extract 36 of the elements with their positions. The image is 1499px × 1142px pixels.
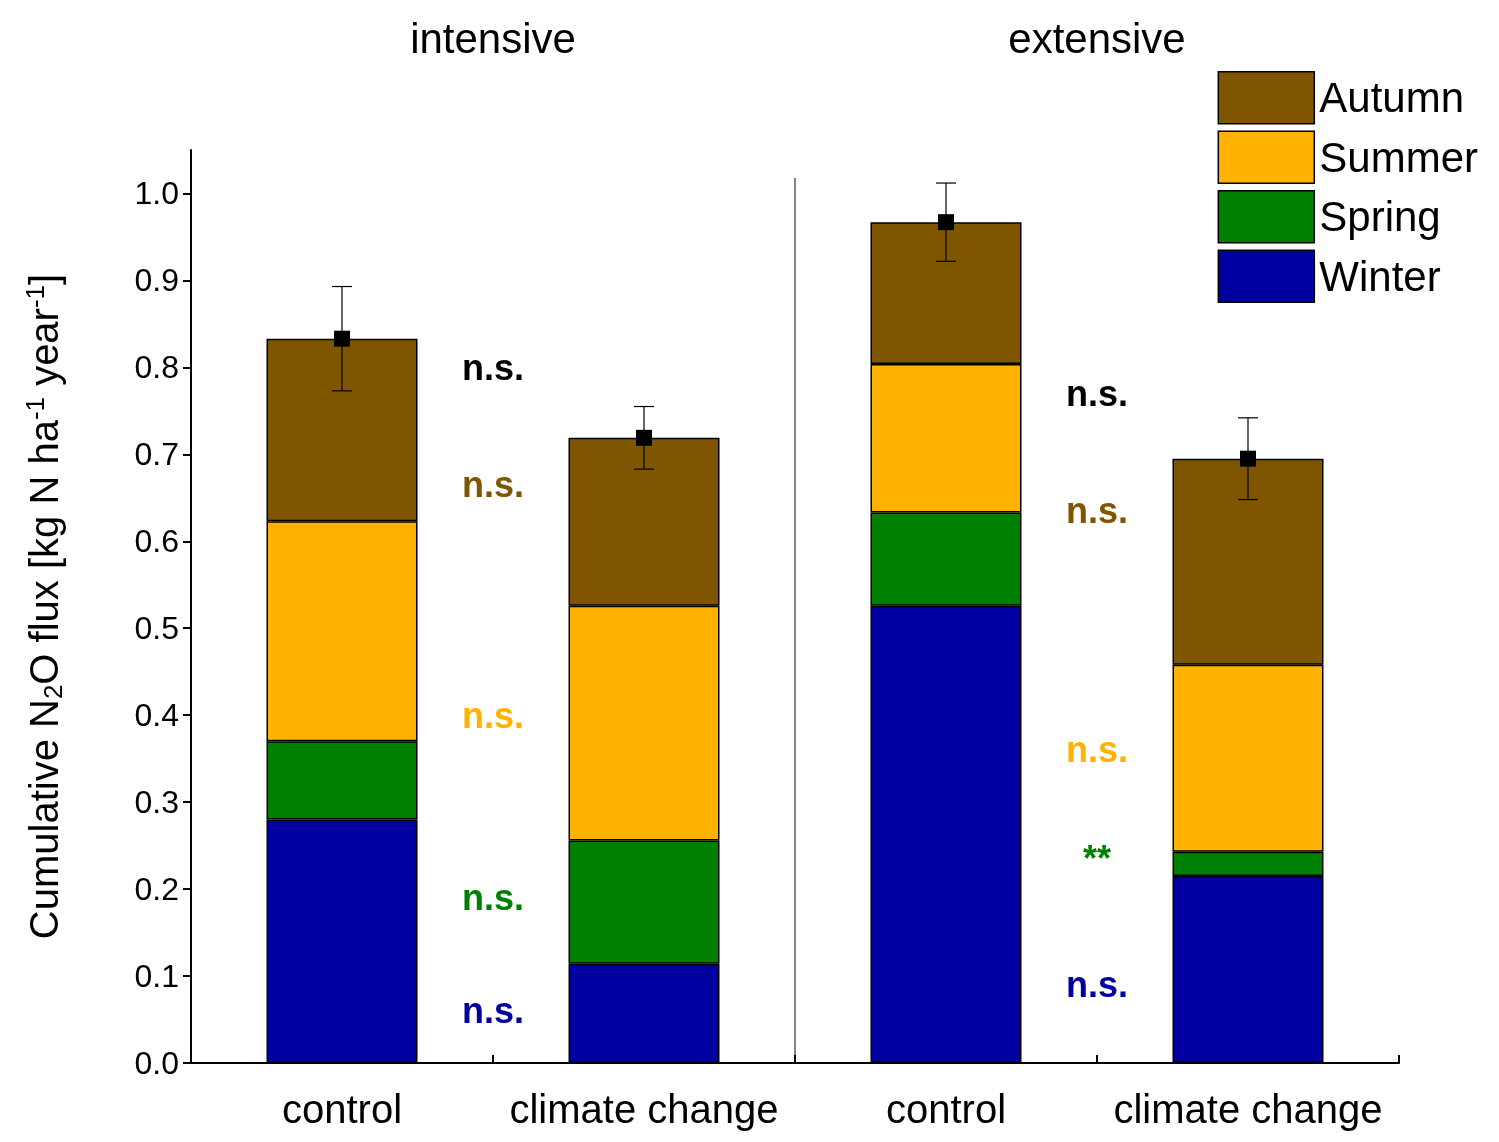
annotation: n.s. [461, 464, 525, 506]
y-tick-label: 1.0 [134, 175, 179, 212]
annotation: ** [1082, 838, 1112, 880]
y-tick-label: 0.4 [134, 697, 179, 734]
annotation: n.s. [461, 990, 525, 1032]
text: extensive [1008, 14, 1186, 62]
y-tick-label: 0.0 [134, 1045, 179, 1081]
y-axis-title: Cumulative N2O flux [kg N ha-1 year-1] [20, 273, 68, 940]
x-tick-label: climate change [509, 1087, 779, 1131]
legend-label: Summer [1319, 133, 1479, 181]
legend-label: Autumn [1319, 74, 1465, 122]
y-tick-label: 0.8 [134, 349, 179, 386]
text: intensive [410, 14, 576, 62]
x-tick-label: control [885, 1087, 1007, 1131]
x-tick-label: control [281, 1087, 403, 1131]
annotation: n.s. [1065, 729, 1129, 771]
point [1240, 450, 1256, 467]
y-tick-label: 0.3 [134, 784, 179, 821]
annotation: n.s. [461, 694, 525, 736]
y-tick-label: 0.6 [134, 523, 179, 560]
annotation: n.s. [1065, 964, 1129, 1006]
y-tick-label: 0.9 [134, 262, 179, 299]
legend-label: Spring [1319, 193, 1441, 241]
annotation: n.s. [1065, 372, 1129, 414]
x-tick-label: climate change [1113, 1087, 1383, 1131]
annotation: n.s. [1065, 490, 1129, 532]
legend-label: Winter [1319, 252, 1441, 300]
annotation: n.s. [461, 877, 525, 919]
y-tick-label: 0.7 [134, 436, 179, 473]
y-tick-label: 0.5 [134, 610, 179, 647]
point [938, 214, 954, 231]
point [636, 429, 652, 446]
annotation: n.s. [461, 346, 525, 388]
y-tick-label: 0.2 [134, 871, 179, 908]
point [334, 330, 350, 347]
y-tick-label: 0.1 [134, 958, 179, 995]
